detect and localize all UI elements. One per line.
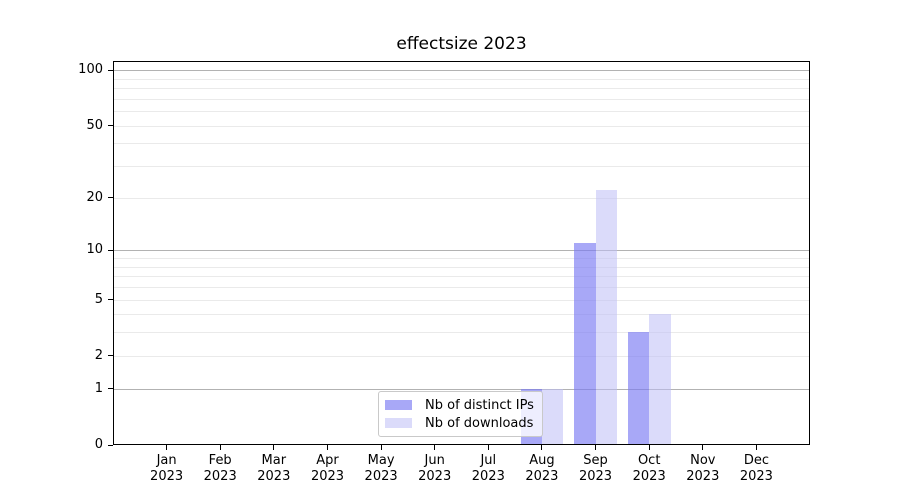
minor-gridline	[114, 299, 809, 301]
legend-label-distinct-ips: Nb of distinct IPs	[425, 397, 534, 413]
minor-gridline	[114, 286, 809, 288]
x-tick-label: Aug 2023	[525, 453, 559, 484]
minor-gridline	[114, 125, 809, 127]
bar-distinct-ips	[574, 243, 596, 445]
y-tick-mark	[108, 299, 113, 300]
minor-gridline	[114, 98, 809, 100]
x-tick-mark	[487, 445, 489, 450]
y-tick-label: 10	[86, 242, 103, 258]
x-tick-mark	[327, 445, 328, 450]
y-tick-mark	[108, 355, 113, 357]
x-tick-mark	[380, 445, 382, 450]
y-tick-label: 20	[86, 189, 103, 205]
x-tick-mark	[755, 445, 757, 450]
y-tick-label: 0	[94, 437, 103, 452]
major-gridline	[114, 70, 809, 72]
legend-entry-distinct-ips: Nb of distinct IPs	[379, 397, 542, 413]
minor-gridline	[114, 166, 809, 168]
bar-downloads	[541, 388, 564, 445]
right-spine	[809, 61, 810, 445]
x-tick-mark	[541, 445, 543, 450]
x-tick-mark	[166, 445, 168, 450]
top-spine	[113, 61, 810, 62]
legend: Nb of distinct IPs Nb of downloads	[378, 391, 543, 437]
y-tick-label: 50	[86, 117, 103, 133]
x-tick-mark	[273, 445, 275, 450]
x-tick-label: Nov 2023	[686, 453, 720, 484]
major-gridline	[114, 388, 809, 390]
y-tick-mark	[108, 249, 113, 251]
x-tick-label: Dec 2023	[739, 453, 773, 484]
major-gridline	[114, 250, 809, 252]
y-axis-spine	[113, 61, 114, 445]
x-tick-label: Jul 2023	[471, 453, 505, 484]
minor-gridline	[114, 143, 809, 145]
y-tick-mark	[108, 197, 113, 199]
y-tick-mark	[108, 125, 113, 127]
minor-gridline	[114, 78, 809, 80]
x-axis-spine	[113, 444, 810, 445]
y-tick-label: 1	[94, 380, 103, 396]
minor-gridline	[114, 258, 809, 259]
x-tick-label: May 2023	[364, 453, 398, 484]
plot-area: Nb of distinct IPs Nb of downloads	[113, 61, 810, 445]
x-tick-label: Jan 2023	[150, 453, 184, 484]
bar-downloads	[595, 190, 617, 445]
x-tick-mark	[434, 445, 436, 450]
y-tick-label: 5	[94, 291, 103, 307]
minor-gridline	[114, 88, 809, 89]
x-tick-label: Apr 2023	[310, 453, 345, 484]
y-tick-mark	[108, 444, 113, 446]
x-tick-mark	[648, 445, 650, 450]
minor-gridline	[114, 266, 809, 268]
x-tick-mark	[702, 445, 704, 450]
minor-gridline	[114, 276, 809, 278]
y-tick-mark	[108, 69, 113, 71]
minor-gridline	[114, 111, 809, 113]
bar-downloads	[649, 314, 671, 445]
minor-gridline	[114, 197, 809, 199]
y-tick-mark	[108, 388, 113, 390]
legend-entry-downloads: Nb of downloads	[379, 415, 542, 431]
x-tick-label: Oct 2023	[632, 453, 666, 484]
chart-title: effectsize 2023	[396, 34, 527, 54]
minor-gridline	[114, 355, 809, 357]
x-tick-label: Mar 2023	[257, 453, 291, 484]
legend-swatch-distinct-ips-icon	[385, 400, 412, 410]
y-tick-label: 2	[94, 347, 103, 363]
x-tick-mark	[595, 445, 596, 450]
x-tick-label: Jun 2023	[418, 453, 452, 484]
minor-gridline	[114, 314, 809, 316]
x-tick-label: Feb 2023	[203, 453, 237, 484]
x-tick-label: Sep 2023	[578, 453, 613, 484]
bar-distinct-ips	[627, 332, 650, 445]
x-tick-mark	[219, 445, 221, 450]
y-tick-label: 100	[78, 62, 103, 78]
legend-label-downloads: Nb of downloads	[425, 415, 534, 431]
legend-swatch-downloads-icon	[385, 418, 412, 428]
minor-gridline	[114, 332, 809, 334]
